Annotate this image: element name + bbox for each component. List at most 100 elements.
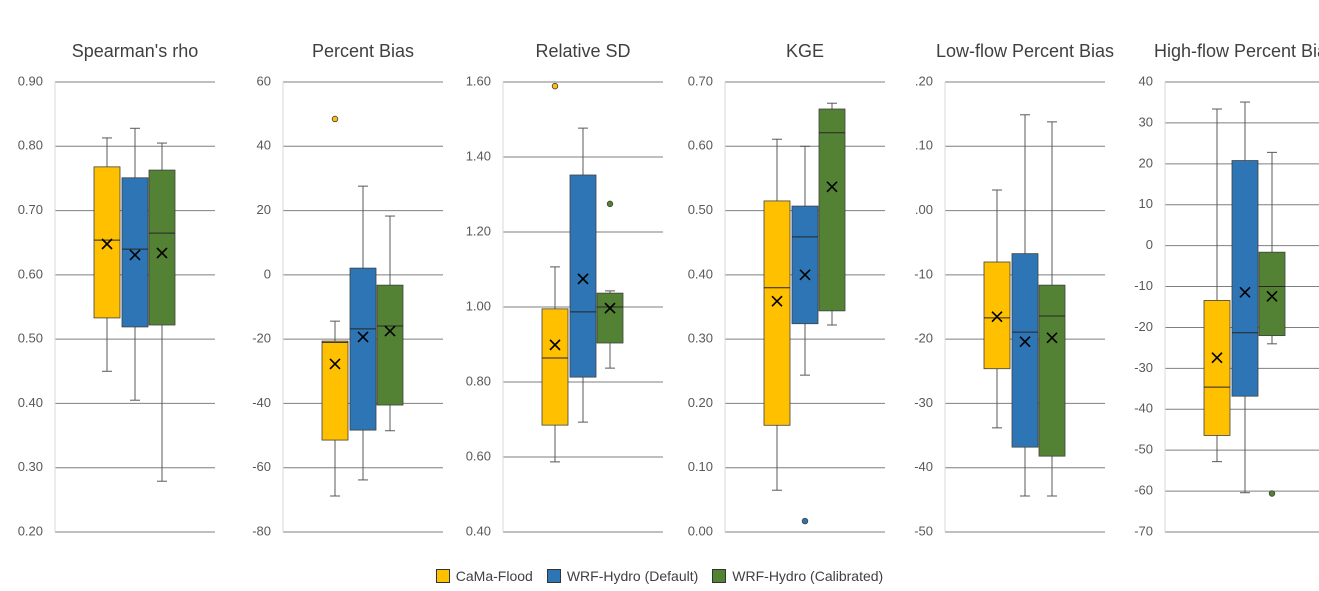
y-tick-label: 0.60 [18,266,43,281]
y-tick-label: 1.60 [466,73,491,88]
y-tick-label: 40 [257,138,271,153]
mean-marker [549,339,561,351]
outlier [551,82,559,90]
y-tick-label: 0.80 [18,138,43,153]
y-tick-label: .20 [915,73,933,88]
y-tick-label: 0.10 [688,459,713,474]
box [1038,284,1066,457]
y-tick-label: 0 [1146,237,1153,252]
y-tick-label: 0.40 [18,395,43,410]
legend: CaMa-Flood WRF-Hydro (Default) WRF-Hydro (… [0,568,1319,584]
y-tick-label: 0.60 [466,448,491,463]
outlier [606,200,614,208]
y-tick-label: -40 [914,459,933,474]
box [148,169,176,326]
box [791,205,819,325]
mean-marker [799,269,811,281]
y-tick-label: -10 [914,266,933,281]
y-tick-label: 10 [1139,196,1153,211]
y-tick-label: 40 [1139,73,1153,88]
legend-swatch [712,569,727,583]
y-tick-label: 0.40 [688,266,713,281]
mean-marker [156,247,168,259]
y-tick-label: 20 [257,202,271,217]
mean-marker [129,249,141,261]
box [121,177,149,328]
y-tick-label: -30 [1134,360,1153,375]
mean-marker [384,325,396,337]
y-tick-label: 1.40 [466,148,491,163]
box [818,108,846,312]
y-tick-label: 1.00 [466,298,491,313]
box [1203,300,1231,436]
y-tick-label: -70 [1134,523,1153,538]
legend-item: CaMa-Flood [435,568,533,584]
y-tick-label: 1.20 [466,223,491,238]
box [983,261,1011,370]
box [1011,253,1039,448]
panel-title: Relative SD [535,41,631,61]
y-tick-label: -40 [252,395,271,410]
box [763,200,791,426]
y-tick-label: -30 [914,395,933,410]
y-tick-label: -40 [1134,401,1153,416]
mean-marker [991,311,1003,323]
legend-swatch [546,569,561,583]
y-tick-label: 0.70 [688,73,713,88]
panel-title: Percent Bias [311,41,415,61]
box [541,308,569,426]
mean-marker [329,358,341,370]
mean-marker [1266,290,1278,302]
y-tick-label: 0.80 [466,373,491,388]
y-tick-label: .10 [915,138,933,153]
y-tick-label: 0.40 [466,523,491,538]
mean-marker [101,238,113,250]
y-tick-label: -20 [252,331,271,346]
y-tick-label: 0.30 [18,459,43,474]
panel-title: Spearman's rho [71,41,199,61]
legend-label: WRF-Hydro (Default) [566,568,699,584]
y-tick-label: 0.70 [18,202,43,217]
mean-marker [357,331,369,343]
box [596,292,624,344]
box [569,174,597,378]
y-tick-label: .00 [915,202,933,217]
outlier [801,517,809,525]
mean-marker [1046,332,1058,344]
y-tick-label: 0.20 [688,395,713,410]
mean-marker [1239,286,1251,298]
box [93,166,121,319]
box [321,340,349,441]
outlier [1268,490,1276,497]
y-tick-label: -80 [252,523,271,538]
y-tick-label: 20 [1139,155,1153,170]
y-tick-label: -20 [914,331,933,346]
y-tick-label: 0.50 [688,202,713,217]
y-tick-label: 0.60 [688,138,713,153]
y-tick-label: 60 [257,73,271,88]
box [1258,251,1286,337]
y-tick-label: -20 [1134,319,1153,334]
y-tick-label: 0.30 [688,331,713,346]
box [349,267,377,431]
outlier [331,115,339,123]
mean-marker [1211,352,1223,364]
y-tick-label: 0.20 [18,523,43,538]
legend-label: WRF-Hydro (Calibrated) [732,568,884,584]
y-tick-label: -10 [1134,278,1153,293]
legend-swatch [435,569,450,583]
legend-item: WRF-Hydro (Calibrated) [712,568,883,584]
mean-marker [771,295,783,307]
panel-title: KGE [785,41,824,61]
box [1231,160,1259,397]
legend-label: CaMa-Flood [455,568,533,584]
y-tick-label: -50 [1134,442,1153,457]
mean-marker [1019,336,1031,348]
box [376,284,404,406]
y-tick-label: 0.00 [688,523,713,538]
y-tick-label: -50 [914,523,933,538]
mean-marker [577,273,589,285]
mean-marker [826,181,838,193]
